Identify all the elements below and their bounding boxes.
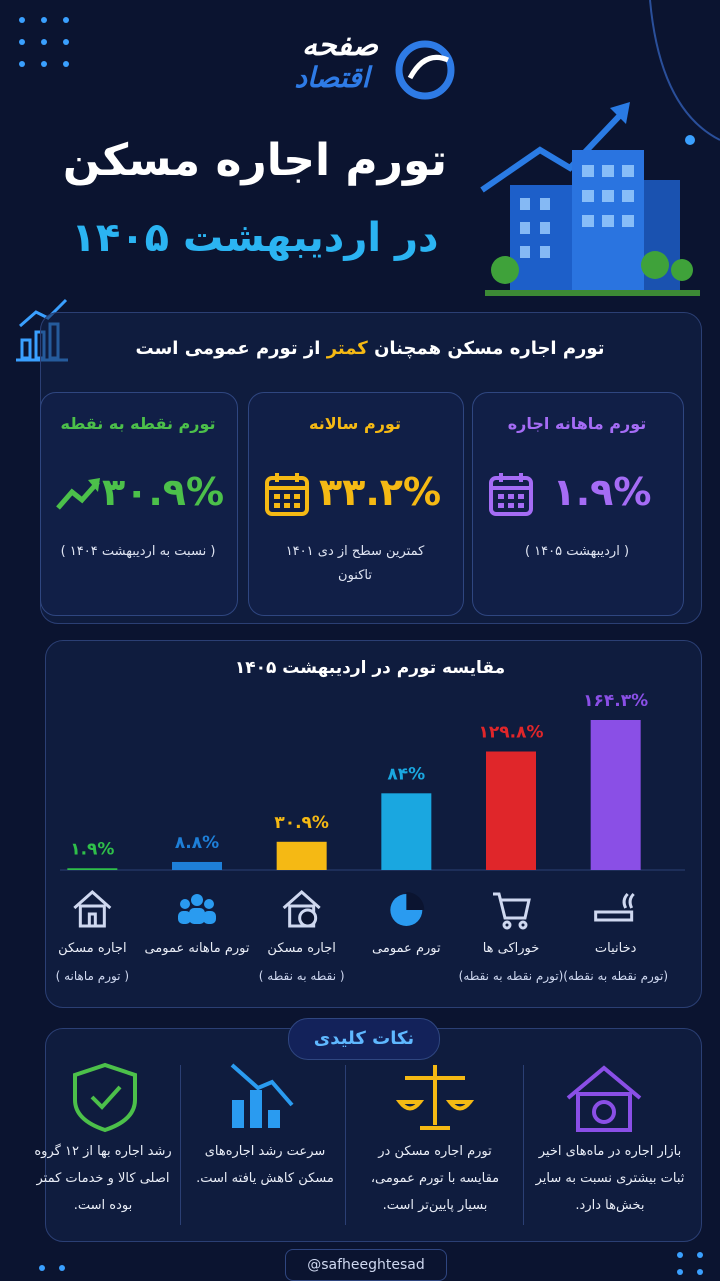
- category-icon: [594, 892, 635, 922]
- value-label: ۱۶۴.۳%: [583, 691, 648, 711]
- title: تورم اجاره مسکن: [62, 135, 448, 186]
- value-label: ۱۲۹.۸%: [479, 722, 544, 742]
- key-point: سرعت رشد اجاره‌های مسکن کاهش یافته است.: [196, 1144, 334, 1186]
- bar: [172, 861, 222, 870]
- card-value: ۳۳.۲%: [318, 470, 442, 514]
- category-label: خوراکی ها: [482, 941, 540, 956]
- category-note: (تورم نقطه به نقطه): [563, 969, 668, 984]
- card-value: ۳۰.۹%: [101, 470, 225, 514]
- category-label: اجاره مسکن: [267, 941, 336, 956]
- logo-bottom: اقتصاد: [294, 61, 370, 94]
- x-tick-label: اجاره مسکن: [58, 941, 127, 956]
- bar: [486, 751, 536, 870]
- card-icon: [265, 473, 309, 516]
- value-label: ۱.۹%: [70, 839, 114, 859]
- chart-title: مقایسه تورم در اردیبهشت ۱۴۰۵: [234, 658, 506, 678]
- card: [472, 392, 684, 616]
- headline: تورم اجاره مسکن همچنان کمتر از تورم عموم…: [60, 338, 680, 359]
- category-label: اجاره مسکن: [58, 941, 127, 956]
- category-icon: [493, 892, 531, 930]
- separator: [523, 1065, 524, 1225]
- dots: [19, 17, 703, 1275]
- category-icon: [282, 889, 321, 928]
- card-value: ۱.۹%: [552, 470, 652, 514]
- card-icon: [489, 473, 533, 516]
- key-panel: [45, 1028, 702, 1242]
- bar: [276, 841, 327, 870]
- separator: [345, 1065, 346, 1225]
- bar: [67, 868, 118, 870]
- key-point: تورم اجاره مسکن در مقایسه با تورم عمومی،…: [370, 1144, 500, 1213]
- category-label: تورم ماهانه عمومی: [144, 941, 250, 956]
- logo-top: صفحه: [301, 28, 379, 63]
- separator: [180, 1065, 181, 1225]
- x-tick-label: تورم ماهانه عمومی: [144, 941, 250, 956]
- card-title: تورم سالانه: [309, 414, 401, 433]
- headline-start: تورم اجاره مسکن همچنان: [374, 338, 605, 359]
- category-icon: [178, 894, 216, 924]
- card-note: ( نسبت به اردیبهشت ۱۴۰۴ ): [60, 544, 216, 559]
- category-icon: [390, 892, 425, 926]
- card-note: کمترین سطح از دی ۱۴۰۱ تاکنون: [285, 544, 425, 583]
- category-note: (تورم نقطه به نقطه): [459, 969, 564, 984]
- x-tick-label: دخانیات: [594, 941, 637, 956]
- footer-handle: @safheeghtesad: [285, 1249, 447, 1281]
- subtitle: در اردیبهشت ۱۴۰۵: [71, 215, 439, 261]
- card-title: تورم ماهانه اجاره: [507, 414, 647, 433]
- value-label: ۳۰.۹%: [274, 813, 329, 833]
- key-title: نکات کلیدی: [288, 1018, 440, 1060]
- value-label: ۸.۸%: [175, 833, 219, 853]
- card-note: ( اردیبهشت ۱۴۰۵ ): [524, 544, 630, 559]
- category-label: دخانیات: [594, 941, 637, 956]
- category-icon: [73, 889, 112, 928]
- value-label: ۸۴%: [387, 764, 425, 784]
- category-note: ( تورم ماهانه ): [56, 969, 129, 984]
- category-note: ( نقطه به نقطه ): [259, 969, 345, 983]
- key-point: بازار اجاره در ماه‌های اخیر ثبات بیشتری …: [535, 1144, 685, 1213]
- category-label: تورم عمومی: [372, 941, 441, 956]
- bar: [590, 720, 641, 870]
- chart: ۱.۹% اجاره مسکن ( تورم ماهانه ) ۸.۸% تورم ما…: [56, 691, 685, 984]
- bar: [381, 793, 432, 870]
- headline-end: از تورم عمومی است: [135, 338, 321, 359]
- card: [40, 392, 238, 616]
- key-icons: [73, 1062, 642, 1133]
- x-tick-label: اجاره مسکن: [267, 941, 336, 956]
- card-title: تورم نقطه به نقطه: [60, 414, 216, 433]
- headline-highlight: کمتر: [326, 338, 368, 359]
- key-point: رشد اجاره بها از ۱۲ گروه اصلی کالا و خدم…: [34, 1144, 172, 1213]
- x-tick-label: تورم عمومی: [372, 941, 441, 956]
- x-tick-label: خوراکی ها: [482, 941, 540, 956]
- card-icon: [56, 478, 100, 510]
